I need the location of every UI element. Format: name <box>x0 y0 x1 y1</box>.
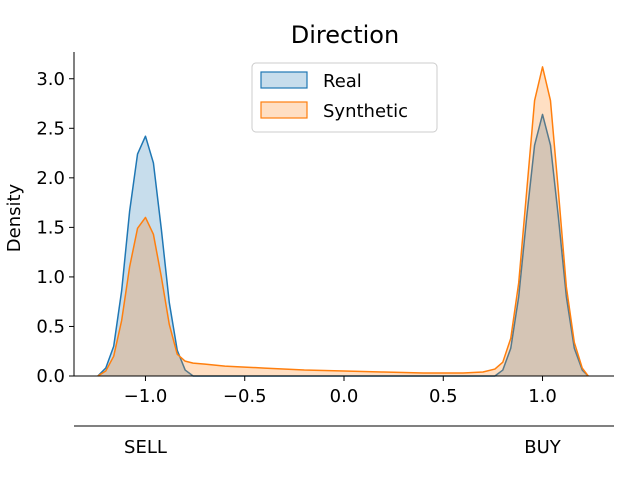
legend: Real Synthetic <box>251 62 438 133</box>
x-tick-label: 0.0 <box>330 386 359 407</box>
y-axis-label: Density <box>4 183 25 252</box>
x-tick-label: 1.0 <box>528 386 557 407</box>
y-tick-label: 3.0 <box>36 69 65 90</box>
y-tick-label: 1.5 <box>36 217 65 238</box>
x-tick-label: −1.0 <box>124 386 168 407</box>
series-synthetic-fill <box>97 66 589 376</box>
plot-area <box>97 66 589 377</box>
legend-label-real: Real <box>323 71 362 92</box>
legend-box <box>251 62 438 133</box>
axes: 0.0 0.5 1.0 1.5 2.0 2.5 3.0 −1.0 −0.5 0.0 0.5 1.0 SE… <box>36 52 614 458</box>
x-tick-label: −0.5 <box>223 386 267 407</box>
legend-swatch-real <box>260 71 308 89</box>
series-synthetic-line <box>97 66 589 377</box>
y-tick-label: 1.0 <box>36 267 65 288</box>
chart-title: Direction <box>291 21 399 49</box>
y-tick-label: 2.0 <box>36 168 65 189</box>
y-tick-label: 2.5 <box>36 118 65 139</box>
y-tick-label: 0.5 <box>36 316 65 337</box>
legend-swatch-synthetic <box>260 101 308 119</box>
y-tick-label: 0.0 <box>36 366 65 387</box>
x-tick-label: 0.5 <box>429 386 458 407</box>
secondary-x-tick-label: SELL <box>124 437 167 458</box>
secondary-x-tick-label: BUY <box>524 437 562 458</box>
legend-label-synthetic: Synthetic <box>323 101 408 122</box>
series-real-fill <box>97 114 589 376</box>
